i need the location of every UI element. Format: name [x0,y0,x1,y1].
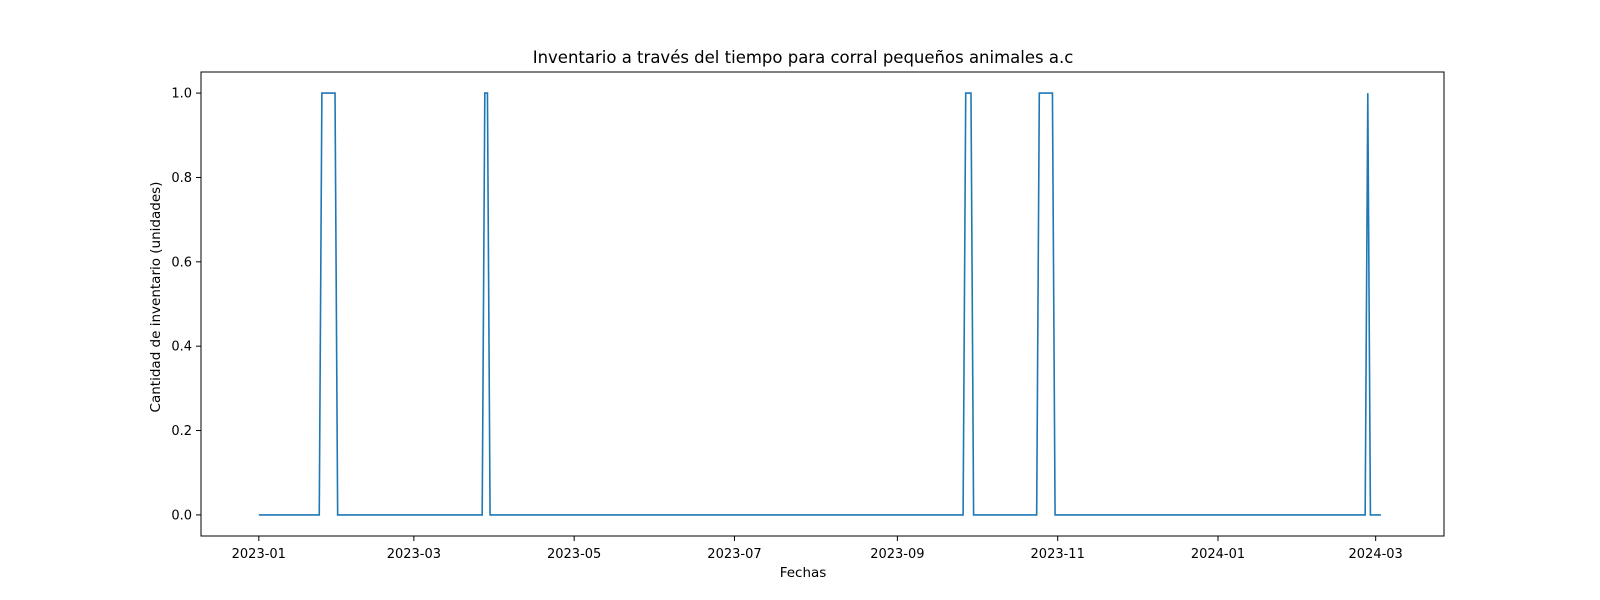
chart-title: Inventario a través del tiempo para corr… [533,48,1074,67]
x-tick-label: 2023-03 [387,547,441,562]
y-tick-label: 0.2 [171,424,192,439]
y-tick-label: 1.0 [171,87,192,102]
y-axis-title: Cantidad de inventario (unidades) [148,182,164,413]
x-tick-label: 2023-05 [547,547,601,562]
y-tick-label: 0.0 [171,508,192,523]
plot-frame [200,71,1445,537]
x-tick-label: 2023-01 [232,547,286,562]
y-tick-label: 0.8 [171,171,192,186]
x-tick-label: 2023-09 [870,547,924,562]
series-line-0 [258,92,1381,516]
x-axis-title: Fechas [780,565,827,581]
x-tick-label: 2024-03 [1349,547,1403,562]
plot-area: 2023-01 2023-03 2023-05 2023-07 2023-09 2023-… [171,71,1445,562]
y-tick-label: 0.4 [171,340,192,355]
y-tick-label: 0.6 [171,255,192,270]
x-tick-label: 2024-01 [1191,547,1245,562]
x-tick-label: 2023-07 [707,547,761,562]
x-tick-label: 2023-11 [1031,547,1085,562]
